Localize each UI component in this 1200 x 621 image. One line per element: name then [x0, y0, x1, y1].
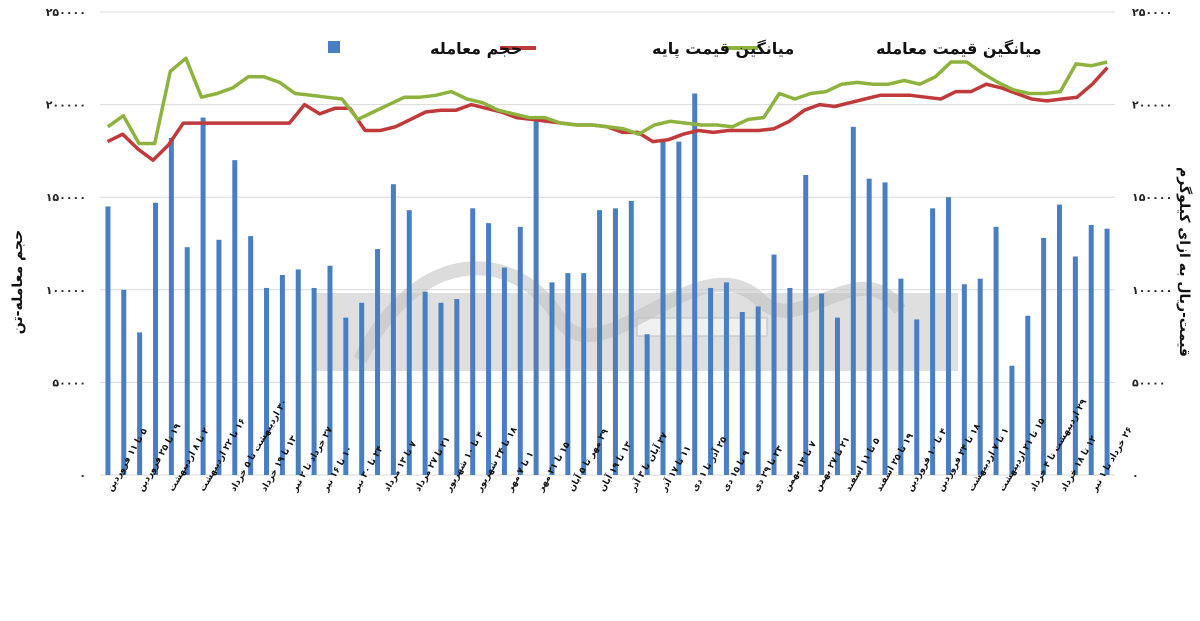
- bar: [549, 282, 555, 475]
- bar: [486, 223, 492, 475]
- bar: [850, 126, 856, 475]
- right-axis-title: قیمت-ریال به ازای کیلوگرم: [1176, 167, 1193, 357]
- gridlines: [100, 11, 1115, 476]
- bar: [264, 287, 270, 475]
- bar: [438, 302, 444, 475]
- left-tick-label: ۱۰۰۰۰۰: [46, 284, 86, 297]
- left-axis-ticks: ۰ ۵۰۰۰۰ ۱۰۰۰۰۰ ۱۵۰۰۰۰ ۲۰۰۰۰۰ ۲۵۰۰۰۰: [46, 6, 86, 482]
- bar: [105, 206, 111, 475]
- bar: [945, 197, 951, 475]
- bar: [961, 284, 967, 475]
- bar: [755, 306, 761, 475]
- bar: [581, 273, 587, 475]
- bar: [121, 289, 127, 475]
- bar: [359, 302, 365, 475]
- right-tick-label: ۲۰۰۰۰۰: [1132, 99, 1172, 112]
- right-tick-label: ۱۰۰۰۰۰: [1132, 284, 1172, 297]
- bar: [708, 287, 714, 475]
- bar: [1104, 228, 1110, 475]
- bar: [517, 226, 523, 475]
- bar: [612, 208, 618, 475]
- right-tick-label: ۱۵۰۰۰۰: [1132, 191, 1172, 204]
- bar: [1088, 224, 1094, 475]
- bar: [644, 334, 650, 475]
- right-tick-label: ۰: [1132, 469, 1139, 482]
- bar: [1025, 315, 1031, 475]
- legend-label-volume: حجم معامله: [430, 39, 522, 58]
- bar: [882, 182, 888, 475]
- bar: [1041, 237, 1047, 475]
- bar: [628, 200, 634, 476]
- bar: [533, 119, 539, 475]
- line-series: [106, 56, 1109, 162]
- bar: [771, 254, 777, 475]
- bar: [898, 278, 904, 475]
- bar: [343, 317, 349, 475]
- bar: [1009, 365, 1015, 475]
- bar: [1056, 204, 1062, 475]
- left-axis-title: حجم معامله-تن: [10, 230, 26, 334]
- bar: [390, 184, 396, 475]
- bar: [803, 174, 809, 475]
- bar: [295, 269, 301, 475]
- line-trade-price: [106, 56, 1108, 146]
- bar: [248, 236, 254, 475]
- bar: [232, 160, 238, 475]
- bar: [692, 93, 698, 475]
- bar: [1072, 256, 1078, 475]
- bar: [279, 274, 285, 475]
- left-tick-label: ۰: [79, 469, 86, 482]
- bar: [993, 226, 999, 475]
- bar: [930, 208, 936, 475]
- bar: [406, 210, 412, 475]
- bar: [470, 208, 476, 475]
- bar: [454, 299, 460, 475]
- bar: [866, 178, 872, 475]
- right-tick-label: ۲۵۰۰۰۰: [1132, 6, 1172, 19]
- line-base-price: [106, 66, 1109, 162]
- bar: [597, 210, 603, 475]
- left-tick-label: ۵۰۰۰۰: [52, 376, 86, 389]
- left-tick-label: ۲۰۰۰۰۰: [46, 99, 86, 112]
- left-tick-label: ۲۵۰۰۰۰: [46, 6, 86, 19]
- bar-series: [105, 93, 1110, 476]
- bar: [977, 278, 983, 475]
- legend: میانگین قیمت معامله میانگین قیمت پایه حج…: [328, 39, 1042, 59]
- legend-label-base-price: میانگین قیمت پایه: [652, 39, 794, 59]
- bar: [739, 312, 745, 475]
- bar: [200, 117, 206, 476]
- legend-label-trade-price: میانگین قیمت معامله: [876, 39, 1042, 58]
- bar: [787, 287, 793, 475]
- legend-swatch-volume: [328, 41, 340, 53]
- bar: [723, 282, 729, 475]
- bar: [565, 273, 571, 475]
- bar: [153, 202, 159, 476]
- right-axis-ticks: ۰ ۵۰۰۰۰ ۱۰۰۰۰۰ ۱۵۰۰۰۰ ۲۰۰۰۰۰ ۲۵۰۰۰۰: [1132, 6, 1172, 482]
- x-tick-label: ۱۰ تا ۱۶ تیر: [320, 444, 355, 494]
- bar: [660, 141, 666, 475]
- left-tick-label: ۱۵۰۰۰۰: [46, 191, 86, 204]
- bar: [834, 317, 840, 475]
- bar: [216, 239, 222, 475]
- bar: [375, 249, 381, 475]
- bar: [422, 291, 428, 475]
- x-tick-label: ۲۴ تا ۳۰ تیر: [351, 444, 386, 494]
- bar: [327, 265, 333, 475]
- bar: [311, 287, 317, 475]
- bar: [819, 293, 825, 475]
- bar: [137, 332, 143, 475]
- bar: [168, 137, 174, 475]
- x-tick-label: ۲۶ خرداد تا ۱ تیر: [1089, 425, 1135, 494]
- right-tick-label: ۵۰۰۰۰: [1132, 376, 1166, 389]
- bar: [676, 141, 682, 475]
- bar: [501, 267, 507, 475]
- bar: [914, 319, 920, 475]
- bar: [184, 247, 190, 475]
